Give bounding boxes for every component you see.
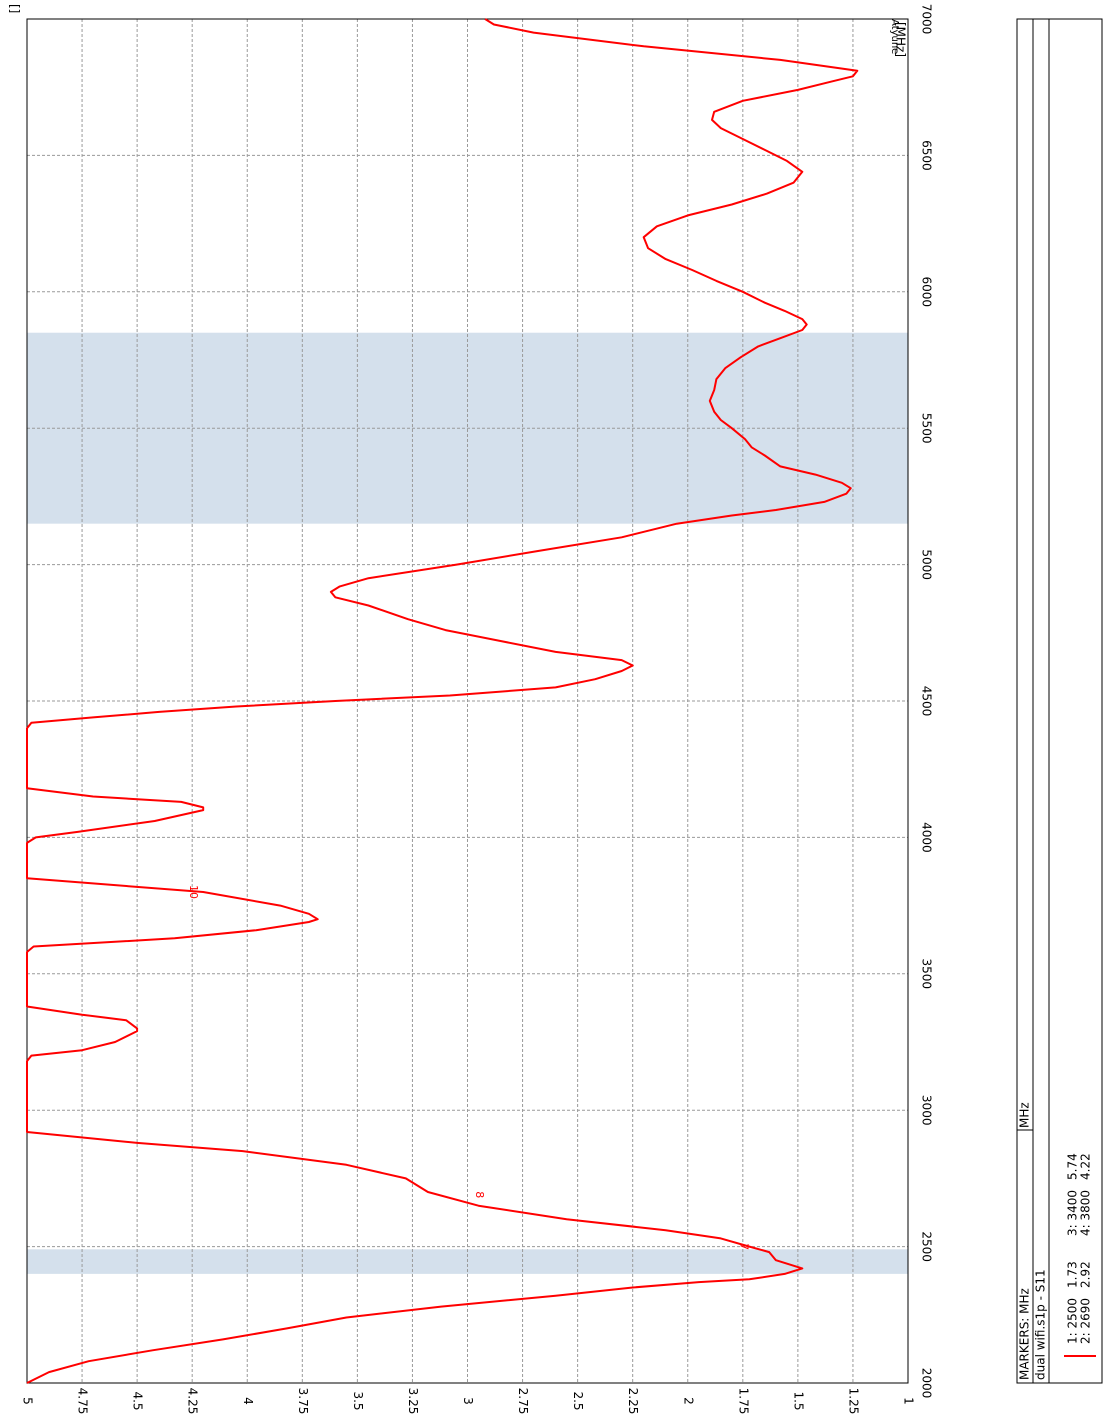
x-tick-label: 7000	[920, 4, 934, 35]
marker-label: 10	[187, 885, 200, 899]
x-tick-label: 5500	[920, 413, 934, 444]
marker-label: 8	[473, 1191, 486, 1198]
marker-1-frequency: 1: 2500	[1066, 1298, 1080, 1344]
plot-frame	[26, 18, 909, 1384]
x-tick-label: 4500	[920, 686, 934, 717]
y-tick-label: 3.75	[296, 1388, 310, 1415]
markers-header-unit: MHz	[1018, 1102, 1032, 1128]
marker-3-frequency: 3: 3400	[1066, 1190, 1080, 1236]
markers-panel: MARKERS: MHz MHz dual wifi.s1p - S11 1: …	[1016, 18, 1103, 1384]
y-tick-label: 4.25	[186, 1388, 200, 1415]
marker-4-value: 4.22	[1079, 1153, 1093, 1180]
y-tick-label: 2.5	[571, 1391, 585, 1410]
marker-2-frequency: 2: 2690	[1079, 1298, 1093, 1344]
y-axis-unit-label: []	[8, 4, 22, 13]
series-layer	[26, 18, 859, 1384]
marker-4-frequency: 4: 3800	[1079, 1190, 1093, 1236]
y-tick-label: 2	[681, 1397, 695, 1405]
marker-label: 7	[737, 1243, 750, 1250]
x-axis-unit-label: [MHz]	[894, 22, 908, 57]
trace-name: dual wifi.s1p - S11	[1034, 1269, 1048, 1380]
x-tick-label: 5000	[920, 549, 934, 580]
x-tick-label: 3000	[920, 1095, 934, 1126]
y-tick-label: 4	[241, 1397, 255, 1405]
y-tick-label: 2.25	[626, 1388, 640, 1415]
y-tick-label: 5	[21, 1397, 35, 1405]
marker-labels: 7 8 10	[187, 885, 751, 1250]
series-line-0	[26, 18, 859, 1384]
tick-labels: 2000 2500 3000 3500 4000 4500 5000 5500 6000 6500…	[21, 4, 934, 1415]
y-tick-label: 3.25	[406, 1388, 420, 1415]
y-tick-label: 4.5	[131, 1391, 145, 1410]
y-tick-label: 2.75	[516, 1388, 530, 1415]
x-tick-label: 6500	[920, 140, 934, 171]
marker-2-value: 2.92	[1079, 1261, 1093, 1288]
y-tick-label: 1	[902, 1397, 916, 1405]
highlight-bands	[27, 332, 908, 1274]
x-tick-label: 2500	[920, 1231, 934, 1262]
corner-label: Atyune	[889, 19, 900, 54]
x-tick-label: 6000	[920, 277, 934, 308]
y-tick-label: 4.75	[76, 1388, 90, 1415]
grid-lines	[27, 19, 908, 1383]
marker-3-value: 5.74	[1066, 1153, 1080, 1180]
y-tick-label: 3	[461, 1397, 475, 1405]
x-tick-label: 2000	[920, 1368, 934, 1399]
x-tick-label: 3500	[920, 959, 934, 990]
x-tick-label: 4000	[920, 822, 934, 853]
marker-1-value: 1.73	[1066, 1261, 1080, 1288]
y-tick-label: 3.5	[351, 1391, 365, 1410]
y-tick-label: 1.25	[846, 1388, 860, 1415]
y-tick-label: 1.5	[791, 1391, 805, 1410]
y-tick-label: 1.75	[736, 1388, 750, 1415]
markers-panel-frame	[1016, 18, 1103, 1384]
markers-header-label: MARKERS: MHz	[1018, 1288, 1032, 1380]
